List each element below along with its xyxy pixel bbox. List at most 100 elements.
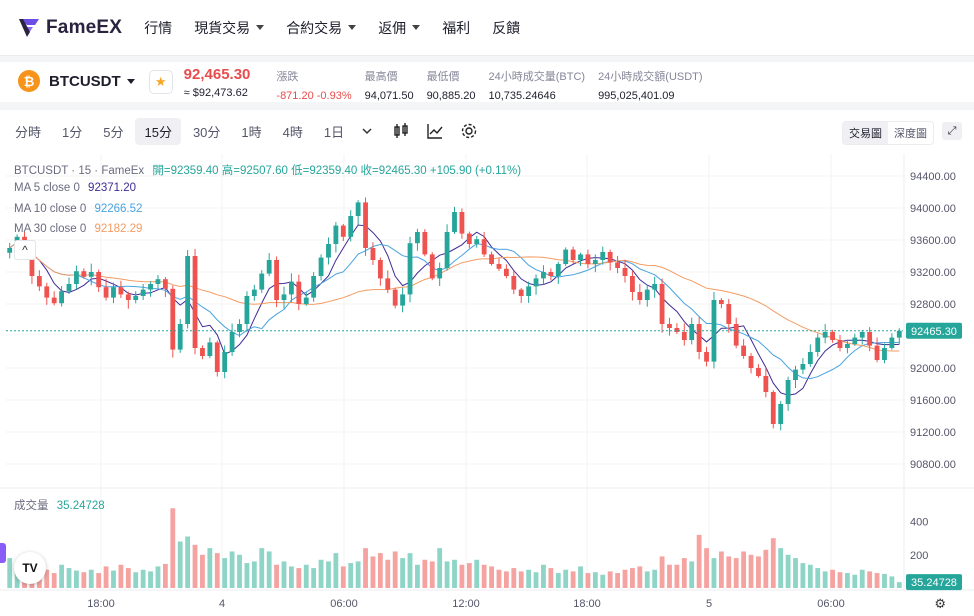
timeframe-tab[interactable]: 4時 — [282, 124, 303, 140]
candle-body — [548, 272, 554, 276]
stat-volume-usdt: 24小時成交額(USDT) 995,025,401.09 — [598, 68, 703, 102]
candle-body — [7, 248, 13, 253]
nav-label: 福利 — [442, 19, 471, 36]
chart-toolbar: 分時 1分 5分 15分 30分 1時 4時 1日 交易圖 深度圖 — [0, 110, 974, 152]
candle-body — [29, 254, 35, 276]
volume-bar — [541, 564, 546, 588]
chevron-down-icon — [412, 25, 421, 30]
legend-volume: 成交量 35.24728 — [14, 497, 105, 513]
chart-card: 分時 1分 5分 15分 30分 1時 4時 1日 交易圖 深度圖 — [0, 110, 974, 616]
timeframe-tab-active[interactable]: 15分 — [135, 117, 181, 145]
volume-bar — [503, 571, 509, 588]
candlestick-icon[interactable] — [391, 121, 411, 141]
volume-bar — [415, 564, 420, 588]
candle-body — [889, 337, 895, 348]
volume-bar — [96, 573, 102, 588]
view-tab-depth-chart[interactable]: 深度圖 — [894, 128, 927, 140]
timeframe-tab[interactable]: 分時 — [15, 124, 42, 140]
collapse-legend-icon[interactable]: ^ — [14, 240, 36, 260]
candle-body — [266, 260, 272, 274]
chevron-down-icon — [256, 25, 265, 30]
legend-ma5-label: MA 5 close 0 — [14, 182, 80, 194]
stat-label: 最低價 — [426, 71, 460, 83]
side-panel-tab[interactable] — [0, 543, 6, 563]
pair-selector[interactable]: BTCUSDT — [49, 73, 135, 90]
volume-bar — [162, 563, 168, 588]
timeframe-tab[interactable]: 5分 — [103, 124, 124, 140]
nav-item-rebate[interactable]: 返佣 — [378, 18, 421, 38]
nav-item-market[interactable]: 行情 — [144, 18, 172, 38]
volume-bar — [896, 582, 902, 588]
volume-bar — [370, 556, 376, 588]
candle-body — [793, 369, 798, 380]
volume-bar — [615, 573, 621, 588]
candle-body — [689, 324, 695, 340]
legend-volume-label: 成交量 — [14, 500, 49, 512]
candle-body — [59, 291, 65, 304]
settings-gear-icon[interactable] — [459, 121, 479, 141]
candle-body — [192, 256, 198, 348]
nav-item-futures[interactable]: 合約交易 — [286, 18, 357, 38]
nav-item-spot[interactable]: 現貨交易 — [194, 18, 265, 38]
price-chart[interactable]: 94400.00 94000.00 93600.00 93200.00 92800.00… — [0, 110, 974, 616]
candle-body — [652, 284, 658, 290]
price-axis: 94400.00 94000.00 93600.00 93200.00 92800.00… — [6, 171, 962, 591]
volume-bar — [681, 558, 687, 588]
volume-bar — [459, 564, 465, 588]
volume-bar — [66, 568, 72, 588]
candle-body — [363, 202, 368, 248]
candle-body — [563, 249, 569, 264]
chevron-down-icon[interactable] — [357, 121, 377, 141]
candle-body — [607, 252, 613, 263]
candle-body — [859, 332, 865, 338]
legend-ma30-label: MA 30 close 0 — [14, 223, 87, 235]
nav-item-welfare[interactable]: 福利 — [442, 18, 470, 38]
candle-body — [296, 281, 302, 304]
candle-body — [704, 352, 709, 362]
legend-symbol: BTCUSDT · 15 · FameEx — [14, 165, 145, 177]
indicator-icon[interactable] — [425, 121, 445, 141]
nav-item-feedback[interactable]: 反饋 — [492, 18, 520, 38]
candle-body — [125, 294, 131, 300]
axis-settings-icon[interactable]: ⚙ — [934, 596, 946, 611]
volume-bar — [630, 568, 635, 588]
candle-body — [882, 348, 887, 360]
volume-bar — [251, 561, 257, 588]
timeframe-tab[interactable]: 1日 — [323, 124, 345, 140]
stat-label: 漲跌 — [276, 71, 299, 83]
timeframe-tab[interactable]: 1時 — [241, 124, 262, 140]
candle-body — [785, 380, 791, 404]
nav-label: 返佣 — [378, 19, 407, 36]
legend-ma5: MA 5 close 0 92371.20 — [14, 182, 136, 194]
candle-body — [88, 272, 94, 277]
view-tab-trading-chart[interactable]: 交易圖 — [843, 122, 888, 144]
candle-body — [170, 288, 176, 350]
volume-bar — [452, 559, 457, 588]
legend-ma10-label: MA 10 close 0 — [14, 203, 87, 215]
brand-logo[interactable]: FameEX — [18, 17, 122, 39]
fullscreen-icon[interactable]: ⤢ — [942, 122, 962, 140]
tradingview-logo-icon[interactable]: TV — [14, 552, 46, 584]
volume-bar — [244, 563, 250, 588]
candle-body — [555, 264, 561, 276]
candle-body — [437, 268, 443, 279]
volume-bar — [111, 570, 116, 588]
ticker-bar: ₿ BTCUSDT ★ 92,465.30 ≈ $92,473.62 漲跌 -8… — [0, 62, 974, 102]
nav-label: 現貨交易 — [194, 19, 251, 36]
volume-bar — [118, 564, 124, 588]
legend-ma5-value: 92371.20 — [88, 182, 137, 194]
view-switch: 交易圖 深度圖 — [842, 121, 934, 145]
timeframe-tab[interactable]: 1分 — [62, 124, 83, 140]
chart-grid — [0, 154, 974, 591]
volume-bar — [844, 573, 850, 588]
favorite-star-icon[interactable]: ★ — [148, 70, 173, 94]
volume-bar — [822, 571, 828, 588]
candle-body — [244, 296, 250, 324]
timeframe-tab[interactable]: 30分 — [192, 124, 221, 140]
candle-body — [385, 278, 391, 290]
volume-bar — [689, 561, 695, 588]
volume-bar — [311, 568, 317, 588]
candle-body — [489, 254, 494, 264]
stat-value: -871.20 -0.93% — [276, 90, 352, 102]
